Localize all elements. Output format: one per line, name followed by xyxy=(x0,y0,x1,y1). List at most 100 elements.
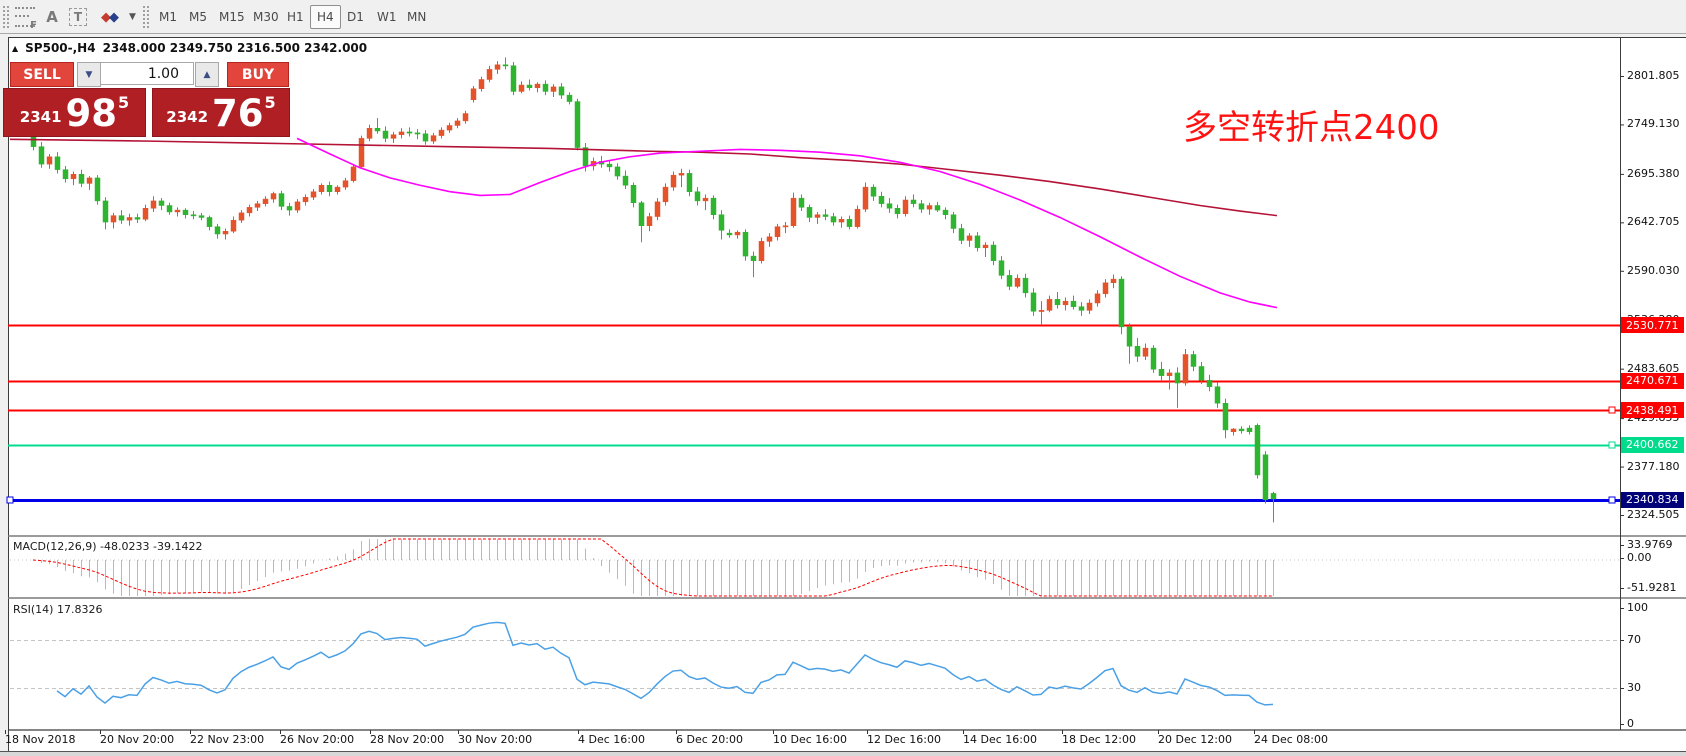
line-price-badge: 2470.671 xyxy=(1621,372,1684,389)
window-bottom-edge xyxy=(0,751,1686,756)
fibonacci-lines-glyph: F xyxy=(15,7,37,31)
price-tick-label: 2324.505 xyxy=(1627,508,1680,521)
timeframe-button-m30[interactable]: M30 xyxy=(253,10,279,24)
arrows-dropdown-caret-icon[interactable]: ▼ xyxy=(129,12,136,22)
bear-candle xyxy=(830,216,837,223)
line-price-badge: 2400.662 xyxy=(1621,436,1684,453)
rsi-tick-label: 30 xyxy=(1627,681,1641,694)
bull-candle xyxy=(254,203,261,208)
bear-candle xyxy=(630,185,637,203)
bear-candle xyxy=(998,260,1005,276)
arrows-icon[interactable]: ◆◆ xyxy=(101,9,119,25)
bear-candle xyxy=(1238,428,1245,432)
bull-candle xyxy=(1102,282,1109,295)
timeframe-button-m15[interactable]: M15 xyxy=(219,10,245,24)
bear-candle xyxy=(1262,454,1269,501)
volume-input[interactable] xyxy=(100,62,194,85)
timeframe-button-mn[interactable]: MN xyxy=(407,10,427,24)
volume-increase-button[interactable]: ▲ xyxy=(195,62,219,87)
timeframe-button-w1[interactable]: W1 xyxy=(377,10,397,24)
bull-candle xyxy=(150,200,157,209)
bull-candle xyxy=(1182,354,1189,384)
bear-candle xyxy=(414,132,421,135)
bull-candle xyxy=(774,226,781,238)
bull-candle xyxy=(662,186,669,203)
toolbar: F A T ◆◆ ▼ M1 M5 M15 M30 H1 H4 D1 W1 MN xyxy=(0,0,1686,34)
bull-candle xyxy=(334,186,341,192)
bear-candle xyxy=(566,94,573,102)
bear-candle xyxy=(118,215,125,221)
date-tick-label: 24 Dec 08:00 xyxy=(1254,733,1328,746)
line-handle[interactable] xyxy=(1608,496,1616,504)
bear-candle xyxy=(1118,278,1125,328)
buy-button[interactable]: BUY xyxy=(227,62,289,87)
bull-candle xyxy=(766,236,773,242)
bear-candle xyxy=(278,193,285,207)
buy-price-pips: 76 xyxy=(212,91,264,135)
bear-candle xyxy=(878,196,885,204)
toolbar-separator-grip[interactable] xyxy=(142,5,149,29)
timeframe-button-h1[interactable]: H1 xyxy=(287,10,304,24)
bull-candle xyxy=(446,125,453,131)
bear-candle xyxy=(694,191,701,202)
bear-candle xyxy=(1222,403,1229,431)
bear-candle xyxy=(1198,366,1205,381)
timeframe-button-h4[interactable]: H4 xyxy=(310,5,341,29)
bull-candle xyxy=(318,185,325,192)
timeframe-button-m5[interactable]: M5 xyxy=(189,10,207,24)
bull-candle xyxy=(1062,300,1069,306)
sell-price-pips: 98 xyxy=(65,91,118,135)
bull-candle xyxy=(270,193,277,200)
volume-decrease-button[interactable]: ▼ xyxy=(77,62,101,87)
bear-candle xyxy=(1054,299,1061,306)
timeframe-button-d1[interactable]: D1 xyxy=(347,10,364,24)
rsi-label: RSI(14) 17.8326 xyxy=(13,603,103,616)
bear-candle xyxy=(846,219,853,227)
timeframe-button-m1[interactable]: M1 xyxy=(159,10,177,24)
price-tick-label: 2642.705 xyxy=(1627,215,1680,229)
line-price-badge: 2438.491 xyxy=(1621,402,1684,419)
bear-candle xyxy=(894,208,901,215)
bull-candle xyxy=(838,219,845,223)
macd-values: -48.0233 -39.1422 xyxy=(100,540,203,553)
symbol-period-label: SP500-,H4 xyxy=(25,41,96,55)
sell-button[interactable]: SELL xyxy=(10,62,74,87)
rsi-tick-label: 70 xyxy=(1627,633,1641,646)
macd-label: MACD(12,26,9) -48.0233 -39.1422 xyxy=(13,540,203,553)
bear-candle xyxy=(750,255,757,261)
bear-candle xyxy=(38,146,45,165)
sell-price-fraction: 5 xyxy=(118,93,130,112)
bull-candle xyxy=(110,215,117,223)
bull-candle xyxy=(302,196,309,203)
bear-candle xyxy=(1206,380,1213,387)
bear-candle xyxy=(1070,300,1077,307)
bull-candle xyxy=(902,199,909,215)
bear-candle xyxy=(526,84,533,89)
buy-quote-panel[interactable]: 2342 76 5 xyxy=(152,88,290,137)
text-icon[interactable]: A xyxy=(46,8,58,26)
bear-candle xyxy=(182,209,189,215)
fibonacci-retracement-icon[interactable]: F xyxy=(12,4,38,31)
bear-candle xyxy=(934,205,941,211)
line-handle[interactable] xyxy=(6,496,14,504)
bear-candle xyxy=(1190,354,1197,367)
bear-candle xyxy=(502,64,509,67)
toolbar-grip[interactable] xyxy=(2,5,9,29)
bull-candle xyxy=(702,197,709,202)
text-label-icon[interactable]: T xyxy=(66,4,90,30)
price-tick-label: 2377.180 xyxy=(1627,459,1680,473)
bear-candle xyxy=(718,214,725,231)
line-handle[interactable] xyxy=(1608,406,1616,414)
sell-quote-panel[interactable]: 2341 98 5 xyxy=(3,88,146,137)
bear-candle xyxy=(582,147,589,167)
chart-text-annotation[interactable]: 多空转折点2400 xyxy=(1183,108,1440,148)
bull-candle xyxy=(1094,293,1101,304)
bull-candle xyxy=(790,197,797,226)
ohlc-values: 2348.000 2349.750 2316.500 2342.000 xyxy=(102,41,368,55)
collapse-panel-arrow-icon[interactable]: ▲ xyxy=(12,43,19,53)
bear-candle xyxy=(918,203,925,210)
line-handle[interactable] xyxy=(1608,441,1616,449)
price-tick-label: 2801.805 xyxy=(1627,69,1680,82)
bull-candle xyxy=(46,156,53,165)
